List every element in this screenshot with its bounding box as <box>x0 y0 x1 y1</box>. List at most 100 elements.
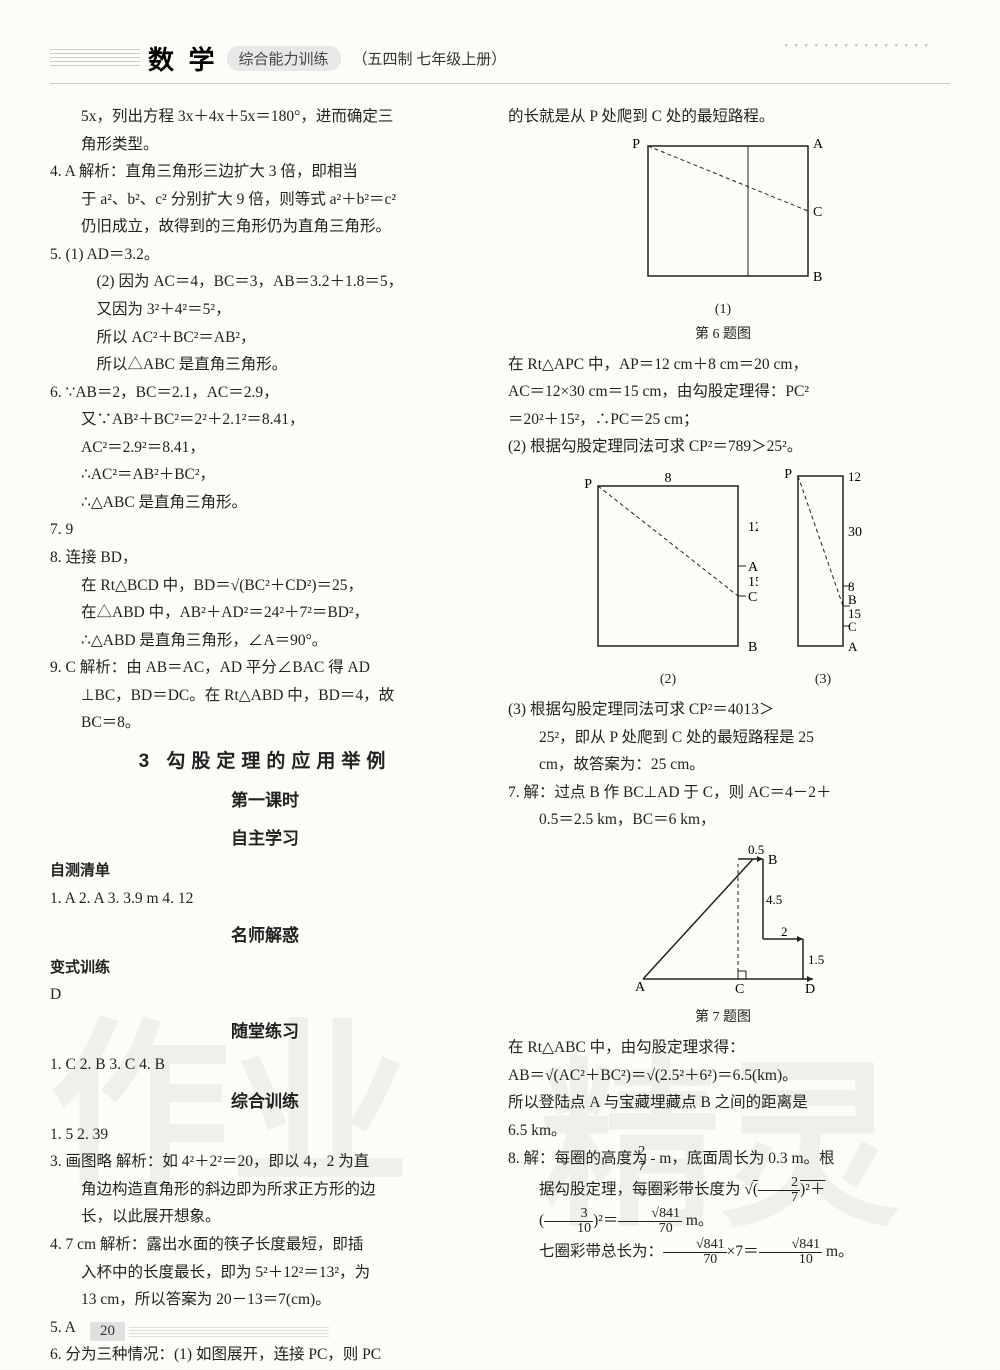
text: ⊥BC，BD＝DC。在 Rt△ABD 中，BD＝4，故 <box>50 683 480 709</box>
svg-text:P: P <box>632 137 640 152</box>
text: (2) 根据勾股定理同法可求 CP²＝789＞25²。 <box>508 434 938 460</box>
header-edition: （五四制 七年级上册） <box>353 48 507 69</box>
text: 据勾股定理，每圈彩带长度为 √(27)²＋ <box>508 1176 938 1205</box>
q8r: 8. 解：每圈的高度为 27 m，底面周长为 0.3 m。根 <box>508 1145 938 1174</box>
q5: 5. (1) AD＝3.2。 <box>50 242 480 268</box>
header-ornament-left <box>50 49 140 69</box>
comp-3: 3. 画图略 解析：如 4²＋2²＝20，即以 4，2 为直 <box>50 1149 480 1175</box>
text: 长，以此展开想象。 <box>50 1204 480 1230</box>
comp-1-2: 1. 5 2. 39 <box>50 1122 480 1148</box>
fig-7b-label: 第 7 题图 <box>508 1006 938 1029</box>
figure-6: P A C B (1) 第 6 题图 <box>508 136 938 346</box>
text: 5x，列出方程 3x＋4x＋5x＝180°，进而确定三 <box>50 104 480 130</box>
self-answers: 1. A 2. A 3. 3.9 m 4. 12 <box>50 886 480 912</box>
var-train-label: 变式训练 <box>50 956 480 981</box>
teacher-title: 名师解惑 <box>50 922 480 950</box>
fig-7-2-num: (2) <box>578 668 758 691</box>
fraction: √84170 <box>663 1238 727 1267</box>
svg-text:2: 2 <box>781 924 788 939</box>
text: AC²＝2.9²＝8.41， <box>50 435 480 461</box>
svg-text:4.5: 4.5 <box>766 892 782 907</box>
fig-6-num: (1) <box>508 298 938 321</box>
svg-text:B: B <box>813 270 822 285</box>
text: 的长就是从 P 处爬到 C 处的最短路程。 <box>508 104 938 130</box>
text: 据勾股定理，每圈彩带长度为 <box>539 1181 744 1198</box>
svg-text:A: A <box>848 639 858 654</box>
svg-text:15: 15 <box>748 575 758 590</box>
figure-7b: 0.5 B 4.5 2 1.5 A C D 第 7 题图 <box>508 839 938 1029</box>
svg-text:30: 30 <box>848 525 862 540</box>
figure-7-group: P 8 12 A 15 C B (2) <box>508 466 938 691</box>
text: ∴△ABD 是直角三角形，∠A＝90°。 <box>50 628 480 654</box>
text: 于 a²、b²、c² 分别扩大 9 倍，则等式 a²＋b²＝c² <box>50 187 480 213</box>
text: 在 Rt△ABC 中，由勾股定理求得： <box>508 1035 938 1061</box>
header-subject: 数 学 <box>148 40 219 77</box>
fraction: √84170 <box>618 1207 682 1236</box>
figure-6-svg: P A C B <box>618 136 828 296</box>
fig-7-3-num: (3) <box>778 668 868 691</box>
page-root: 作业 精灵 数 学 综合能力训练 （五四制 七年级上册） • • • • • •… <box>0 0 1000 1369</box>
header-subtitle: 综合能力训练 <box>227 46 341 71</box>
text: 七圈彩带总长为： <box>539 1243 663 1260</box>
q7r: 7. 解：过点 B 作 BC⊥AD 于 C，则 AC＝4－2＋ <box>508 780 938 806</box>
page-number: 20 <box>90 1322 125 1341</box>
q6: 6. ∵AB＝2，BC＝2.1，AC＝2.9， <box>50 380 480 406</box>
text: (310)²＝√84170 m。 <box>508 1207 938 1236</box>
svg-text:12: 12 <box>848 469 861 484</box>
text: 25²，即从 P 处爬到 C 处的最短路程是 25 <box>508 725 938 751</box>
figure-7-3: P 12 30 8 B 15 C A (3) <box>778 466 868 691</box>
text: 所以登陆点 A 与宝藏埋藏点 B 之间的距离是 <box>508 1090 938 1116</box>
svg-text:C: C <box>813 205 822 220</box>
text: 入杯中的长度最长，即为 5²＋12²＝13²，为 <box>50 1260 480 1286</box>
text: ∴AC²＝AB²＋BC²， <box>50 462 480 488</box>
svg-text:B: B <box>848 592 857 607</box>
svg-text:P: P <box>784 467 792 482</box>
self-study-title: 自主学习 <box>50 825 480 853</box>
text: 仍旧成立，故得到的三角形仍为直角三角形。 <box>50 214 480 240</box>
text: 角边构造直角形的斜边即为所求正方形的边 <box>50 1177 480 1203</box>
text: m，底面周长为 0.3 m。根 <box>655 1150 834 1167</box>
svg-text:P: P <box>584 477 592 492</box>
text: 8. 解：每圈的高度为 <box>508 1150 651 1167</box>
q7: 7. 9 <box>50 517 480 543</box>
text: 七圈彩带总长为：√84170×7＝√84110 m。 <box>508 1238 938 1267</box>
svg-text:8: 8 <box>665 471 672 486</box>
text: ＝20²＋15²，∴PC＝25 cm； <box>508 407 938 433</box>
page-num-ornament <box>129 1327 329 1337</box>
class-practice-title: 随堂练习 <box>50 1018 480 1046</box>
content-columns: 5x，列出方程 3x＋4x＋5x＝180°，进而确定三 角形类型。 4. A 解… <box>50 104 950 1370</box>
header-dots: • • • • • • • • • • • • • • • <box>784 44 930 50</box>
text: (3) 根据勾股定理同法可求 CP²＝4013＞ <box>508 697 938 723</box>
text: 在△ABD 中，AB²＋AD²＝24²＋7²＝BD²， <box>50 600 480 626</box>
text: 13 cm，所以答案为 20－13＝7(cm)。 <box>50 1287 480 1313</box>
figure-7-2: P 8 12 A 15 C B (2) <box>578 466 758 691</box>
comp-train-title: 综合训练 <box>50 1088 480 1116</box>
text: cm，故答案为：25 cm。 <box>508 752 938 778</box>
q4: 4. A 解析：直角三角形三边扩大 3 倍，即相当 <box>50 159 480 185</box>
text: 所以 AC²＋BC²＝AB²， <box>50 325 480 351</box>
svg-text:1.5: 1.5 <box>808 952 824 967</box>
q8: 8. 连接 BD， <box>50 545 480 571</box>
self-checklist-label: 自测清单 <box>50 859 480 884</box>
fraction: √84110 <box>759 1238 823 1267</box>
svg-text:B: B <box>768 853 777 868</box>
text: 在 Rt△BCD 中，BD＝√(BC²＋CD²)＝25， <box>50 573 480 599</box>
text: 又因为 3²＋4²＝5²， <box>50 297 480 323</box>
var-answer: D <box>50 982 480 1008</box>
svg-text:0.5: 0.5 <box>748 842 764 857</box>
page-number-area: 20 <box>90 1322 329 1341</box>
svg-text:C: C <box>748 590 757 605</box>
text: 在 Rt△APC 中，AP＝12 cm＋8 cm＝20 cm， <box>508 352 938 378</box>
comp-6: 6. 分为三种情况：(1) 如图展开，连接 PC，则 PC <box>50 1342 480 1368</box>
q9: 9. C 解析：由 AB＝AC，AD 平分∠BAC 得 AD <box>50 655 480 681</box>
text: (2) 因为 AC＝4，BC＝3，AB＝3.2＋1.8＝5， <box>50 269 480 295</box>
text: 6.5 km。 <box>508 1118 938 1144</box>
svg-text:D: D <box>805 982 815 997</box>
section-3-title: 3 勾股定理的应用举例 <box>50 746 480 777</box>
page-header: 数 学 综合能力训练 （五四制 七年级上册） • • • • • • • • •… <box>50 40 950 84</box>
svg-text:C: C <box>735 982 744 997</box>
lesson-1-title: 第一课时 <box>50 787 480 815</box>
svg-text:A: A <box>748 560 758 575</box>
text: ∴△ABC 是直角三角形。 <box>50 490 480 516</box>
text: BC＝8。 <box>50 710 480 736</box>
